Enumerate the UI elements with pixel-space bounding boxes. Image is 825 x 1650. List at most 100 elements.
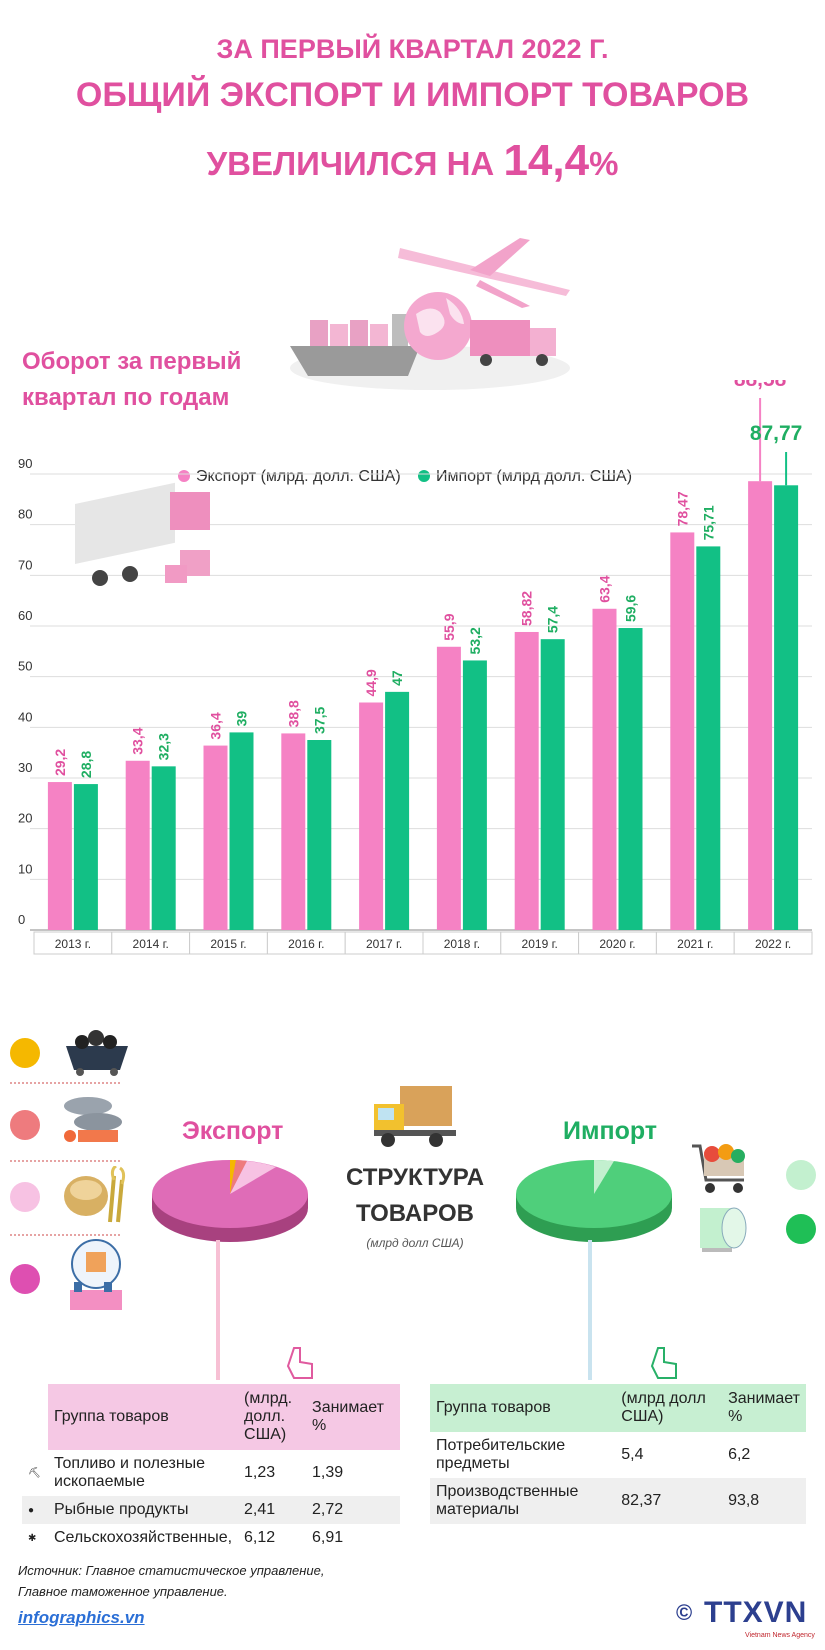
- globe-icon: [404, 292, 472, 360]
- import-table-header: Группа товаров (млрд долл США) Занимает …: [430, 1384, 806, 1432]
- row-value: 5,4: [621, 1446, 644, 1463]
- header-line-2: ОБЩИЙ ЭКСПОРТ И ИМПОРТ ТОВАРОВ: [75, 76, 750, 114]
- transport-illustration: [290, 238, 570, 390]
- copyright-symbol: ©: [676, 1600, 693, 1625]
- bar-export: [592, 608, 617, 930]
- row-group: Топливо и полезные ископаемые: [54, 1455, 206, 1490]
- import-col-value: (млрд долл США): [615, 1384, 723, 1432]
- export-table: Группа товаров (млрд. долл. США) Занимае…: [22, 1384, 400, 1546]
- data-label-export: 78,47: [674, 491, 690, 526]
- data-label-export: 44,9: [363, 669, 379, 696]
- row-group: Потребительские предметы: [436, 1437, 566, 1472]
- bar-import: [385, 691, 410, 930]
- truck-icon: [470, 320, 556, 366]
- ship-icon: [290, 314, 420, 376]
- x-axis: 2013 г. 2014 г. 2015 г. 2016 г. 2017 г. 2018 …: [33, 931, 813, 955]
- bar-export: [203, 745, 228, 930]
- import-table: Группа товаров (млрд долл США) Занимает …: [430, 1384, 806, 1524]
- wheat-icon: ✱: [28, 1532, 37, 1544]
- legend-import-swatch: [418, 470, 430, 482]
- row-group: Рыбные продукты: [48, 1496, 239, 1524]
- fish-icon: ●: [22, 1496, 48, 1524]
- coal-icon: ⛏: [28, 1467, 41, 1479]
- bar-export: [748, 481, 773, 930]
- table-row: ⛏ Топливо и полезные ископаемые 1,23 1,3…: [22, 1450, 400, 1496]
- site-link[interactable]: infographics.vn: [18, 1608, 145, 1627]
- structure-title: СТРУКТУРА ТОВАРОВ: [340, 1160, 490, 1232]
- import-title: Импорт: [563, 1117, 658, 1145]
- row-value: 2,41: [238, 1496, 307, 1524]
- row-group: Производственные материалы: [430, 1478, 616, 1524]
- export-slice-agri: [230, 1161, 276, 1194]
- bar-export: [47, 782, 72, 930]
- row-share: 93,8: [722, 1478, 806, 1524]
- divider: [10, 1234, 120, 1236]
- materials-icon: [700, 1207, 747, 1252]
- fish-color-dot: [10, 1110, 40, 1140]
- import-col-group: Группа товаров: [430, 1384, 616, 1432]
- y-tick-label: 50: [18, 659, 32, 674]
- bar-import: [73, 784, 98, 930]
- legend-import-label: Импорт (млрд долл. США): [436, 468, 633, 485]
- shopping-cart-icon: [692, 1144, 745, 1193]
- data-label-export: 88,58: [734, 380, 787, 391]
- export-col-share: Занимает %: [306, 1384, 400, 1450]
- fish-icon: [64, 1097, 122, 1142]
- legend-export-label: Экспорт (млрд. долл. США): [196, 468, 401, 485]
- export-table-header: Группа товаров (млрд. долл. США) Занимае…: [22, 1384, 400, 1450]
- bar-import: [462, 660, 487, 930]
- divider: [10, 1082, 120, 1084]
- x-tick-label: 2014 г.: [133, 937, 169, 951]
- delivery-truck-icon: [75, 482, 210, 586]
- y-tick-label: 20: [18, 811, 32, 826]
- data-label-export: 58,82: [519, 591, 535, 626]
- y-tick-label: 90: [18, 456, 32, 471]
- bar-export: [359, 702, 384, 930]
- bar-export: [514, 631, 539, 930]
- chart-subtitle: Оборот за первый квартал по годам: [22, 348, 242, 411]
- structure-title-line-2: ТОВАРОВ: [356, 1200, 474, 1227]
- y-tick-label: 60: [18, 608, 32, 623]
- bar-import: [774, 485, 799, 930]
- x-tick-label: 2021 г.: [677, 937, 713, 951]
- import-pie: [516, 1159, 672, 1242]
- bar-import: [307, 740, 332, 930]
- row-share: 1,39: [312, 1464, 344, 1481]
- bar-export: [670, 532, 695, 930]
- export-slice-fish: [230, 1160, 247, 1194]
- data-label-import: 53,2: [467, 627, 483, 654]
- row-share: 6,91: [312, 1529, 344, 1546]
- bar-import: [540, 639, 565, 930]
- bar-export: [281, 733, 306, 930]
- header-line-1: ЗА ПЕРВЫЙ КВАРТАЛ 2022 Г.: [216, 34, 609, 64]
- data-label-export: 33,4: [130, 727, 146, 754]
- y-tick-label: 40: [18, 709, 32, 724]
- table-row: Потребительские предметы 5,4 6,2: [430, 1432, 806, 1478]
- legend-import: Импорт (млрд долл. США): [418, 468, 632, 486]
- bar-import: [151, 766, 176, 930]
- growth-value: 14,4: [503, 136, 590, 185]
- export-connector: [216, 1240, 220, 1380]
- header-line-3-text: УВЕЛИЧИЛСЯ НА: [206, 145, 504, 182]
- industry-color-dot: [10, 1264, 40, 1294]
- data-label-import: 59,6: [623, 595, 639, 622]
- table-row: Производственные материалы 82,37 93,8: [430, 1478, 806, 1524]
- x-tick-label: 2013 г.: [55, 937, 91, 951]
- data-label-export: 36,4: [208, 712, 224, 739]
- source-line-1: Источник: Главное статистическое управле…: [18, 1563, 325, 1578]
- data-label-import: 32,3: [156, 733, 172, 760]
- brand-logo: TTXVN: [704, 1596, 808, 1629]
- y-tick-label: 0: [18, 912, 25, 927]
- export-col-value: (млрд. долл. США): [238, 1384, 307, 1450]
- bar-chart: 0 10 20 30 40 50 60 70 80 90 29,2 28,8 33,4 32,3 36,4…: [18, 380, 813, 955]
- data-label-import: 75,71: [700, 505, 716, 540]
- export-table-container: Группа товаров (млрд. долл. США) Занимае…: [22, 1384, 400, 1546]
- pointer-hand-icon: [286, 1347, 313, 1379]
- y-tick-label: 80: [18, 507, 32, 522]
- cargo-truck-icon: [374, 1086, 456, 1147]
- table-row: ● Рыбные продукты 2,41 2,72: [22, 1496, 400, 1524]
- industry-icon: [70, 1239, 122, 1310]
- bar-export: [436, 646, 461, 930]
- airplane-icon: [398, 238, 570, 308]
- import-slice-consumer: [594, 1159, 614, 1194]
